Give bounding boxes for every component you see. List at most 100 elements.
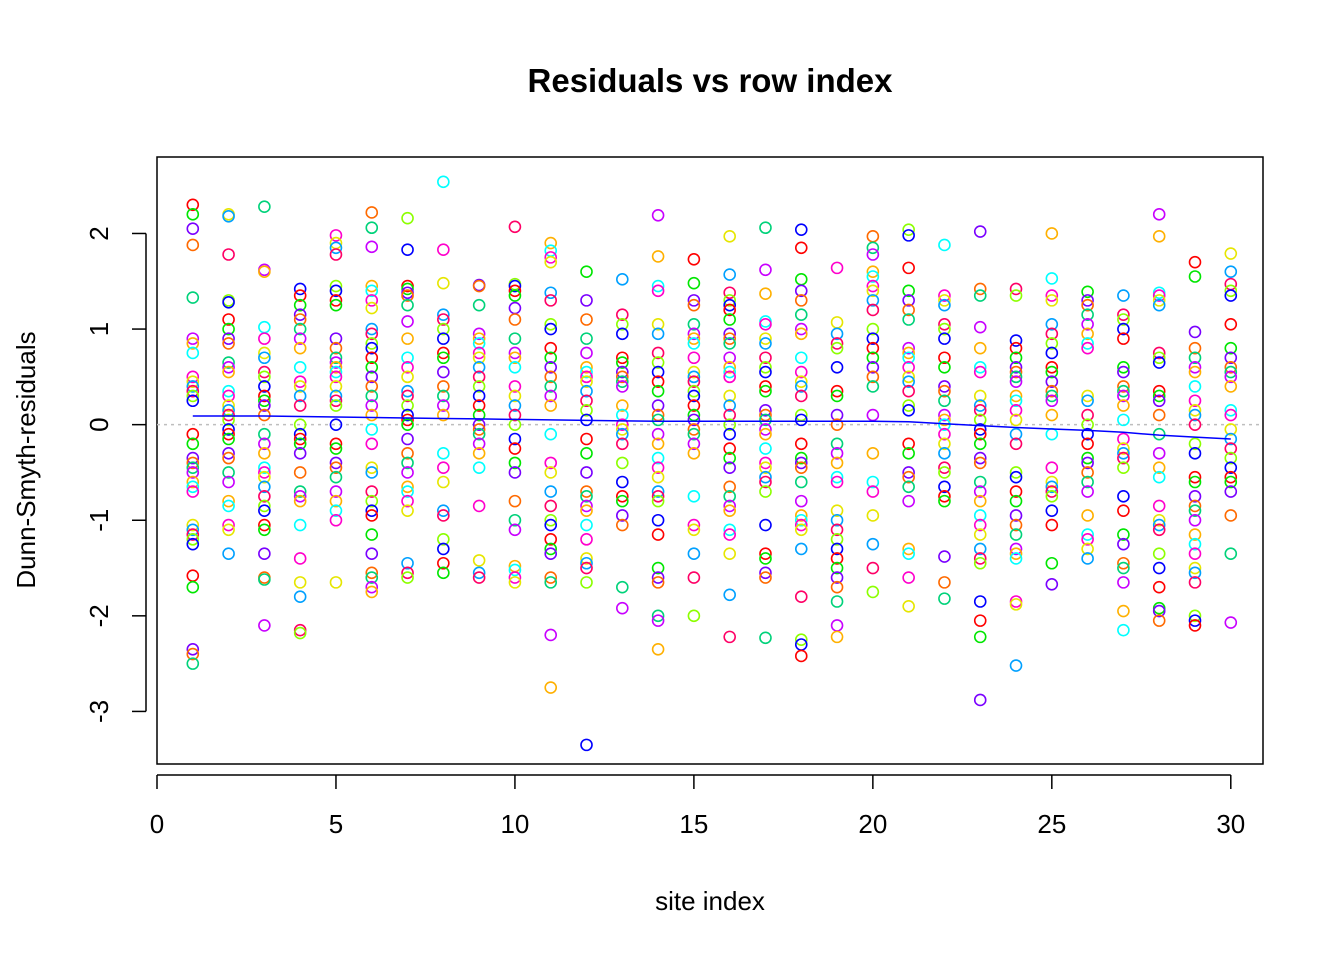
residual-point [1081, 317, 1094, 331]
residual-point [508, 563, 522, 577]
residual-point [902, 294, 915, 307]
residual-point [1188, 255, 1202, 269]
residual-point [902, 470, 915, 484]
residual-point [1224, 423, 1238, 436]
residual-point [329, 294, 343, 307]
residual-point [1009, 659, 1023, 672]
residual-point [293, 447, 307, 460]
residual-point [938, 408, 951, 422]
residual-point [1117, 365, 1130, 379]
residual-point [508, 408, 522, 422]
residual-point [902, 375, 915, 388]
residual-point [258, 437, 271, 451]
residual-point [186, 580, 200, 594]
residual-point [1152, 356, 1166, 369]
residual-point [401, 480, 414, 494]
residual-point [1188, 351, 1202, 365]
residual-point [1117, 504, 1130, 517]
residual-point [616, 327, 629, 341]
residual-point [329, 437, 343, 451]
residual-point [1009, 485, 1023, 498]
residual-point [973, 494, 987, 508]
residual-point [258, 490, 271, 503]
residual-point [1224, 616, 1238, 629]
residual-point [1045, 327, 1059, 341]
residual-point [222, 248, 235, 261]
residual-point [186, 291, 200, 304]
residual-point [866, 241, 880, 255]
residual-point [616, 375, 629, 388]
residual-point [973, 404, 987, 417]
residual-point [616, 490, 629, 503]
residual-point [401, 485, 414, 498]
residual-point [1009, 509, 1023, 522]
residual-point [1188, 537, 1202, 551]
residual-point [186, 569, 200, 582]
residual-point [1188, 394, 1202, 408]
residual-point [508, 284, 522, 298]
residual-point [222, 322, 235, 336]
residual-point [1152, 298, 1166, 312]
residual-point [1188, 360, 1202, 374]
residual-point [293, 466, 307, 479]
residual-point [759, 566, 772, 580]
residual-point [222, 523, 235, 537]
residual-point [472, 566, 486, 580]
residual-point [651, 427, 665, 441]
residual-point [365, 437, 379, 451]
residual-point [472, 408, 486, 422]
residual-point [1188, 513, 1202, 527]
residual-point [1188, 490, 1202, 503]
residual-point [544, 286, 558, 300]
residual-point [1009, 470, 1023, 484]
residual-point [1152, 547, 1166, 561]
residual-point [329, 470, 343, 484]
residual-point [794, 542, 808, 556]
residual-point [544, 485, 558, 498]
residual-point [258, 365, 271, 379]
residual-point [544, 542, 558, 556]
residual-point [938, 322, 951, 336]
residual-point [222, 389, 235, 403]
residual-point [580, 504, 593, 517]
residual-point [1009, 466, 1023, 479]
residual-point [651, 437, 665, 451]
residual-point [437, 556, 450, 570]
residual-point [1188, 380, 1202, 393]
residual-point [365, 380, 379, 393]
residual-point [938, 576, 951, 589]
residual-point [401, 408, 414, 422]
residual-point [401, 384, 414, 398]
residual-point [437, 322, 450, 336]
residual-point [651, 576, 665, 589]
residual-point [902, 303, 915, 317]
residual-point [830, 447, 844, 460]
residual-point [186, 533, 200, 546]
residual-point [866, 585, 880, 599]
residual-point [973, 341, 987, 355]
residual-point [973, 360, 987, 374]
residual-point [651, 513, 665, 527]
residual-point [580, 365, 593, 379]
residual-point [580, 375, 593, 388]
residual-point [401, 466, 414, 479]
residual-point [580, 432, 593, 446]
residual-point [938, 592, 951, 605]
residual-point [830, 571, 844, 584]
residual-point [365, 528, 379, 541]
residual-point [723, 303, 736, 317]
residual-point [472, 380, 486, 393]
residual-point [794, 294, 808, 307]
residual-point [794, 494, 808, 508]
residual-point [794, 461, 808, 474]
residual-point [329, 494, 343, 508]
residual-point [902, 384, 915, 398]
residual-point [1045, 577, 1059, 591]
residual-point [973, 225, 987, 238]
residual-point [329, 241, 343, 255]
residual-point [258, 394, 271, 408]
residual-point [616, 601, 629, 615]
residual-point [580, 332, 593, 345]
residual-point [1045, 227, 1059, 240]
residual-point [723, 313, 736, 326]
